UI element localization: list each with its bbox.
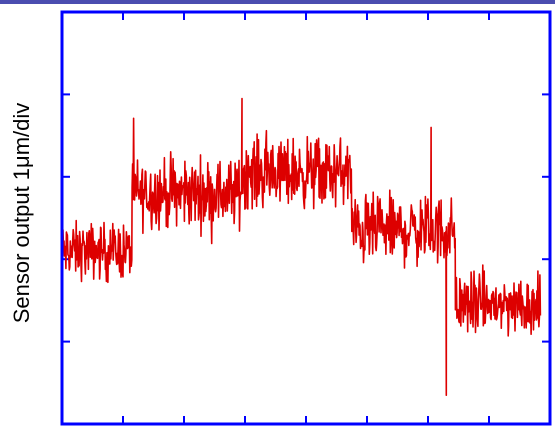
plot-frame [60, 10, 552, 426]
sensor-trace-line [61, 97, 542, 396]
axis-ticks [62, 12, 550, 424]
header-band [0, 0, 555, 4]
